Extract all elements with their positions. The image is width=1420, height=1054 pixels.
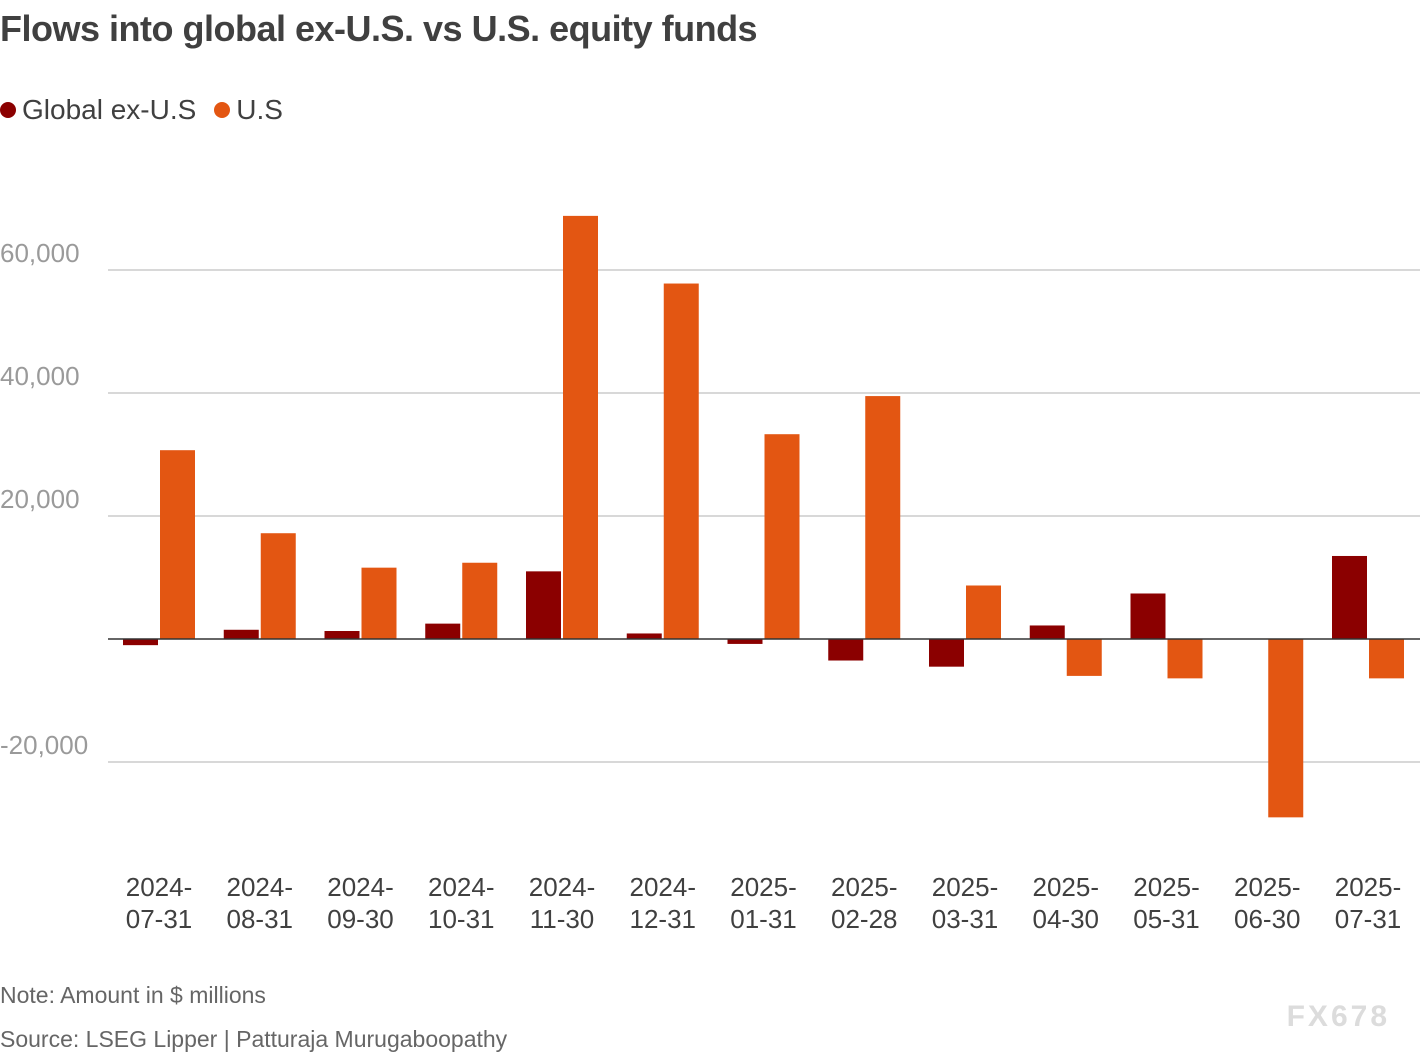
bar-chart: -20,00020,00040,00060,0002024-07-312024-… <box>0 215 1420 934</box>
bar-us <box>260 533 296 639</box>
bar-us <box>160 450 195 639</box>
x-tick-label: 12-31 <box>630 904 697 934</box>
x-tick-label: 2024- <box>428 872 495 902</box>
x-tick-label: 07-31 <box>1335 904 1402 934</box>
x-tick-label: 2025- <box>831 872 898 902</box>
bar-us <box>1066 639 1102 676</box>
x-tick-label: 02-28 <box>831 904 898 934</box>
x-tick-label: 2025- <box>730 872 797 902</box>
bar-global-ex-us <box>223 629 259 639</box>
bar-global-ex-us <box>828 639 864 661</box>
bar-us <box>663 283 699 639</box>
bar-us <box>764 434 800 639</box>
bar-us <box>1167 639 1203 679</box>
bar-global-ex-us <box>324 631 360 639</box>
x-tick-label: 2025- <box>1133 872 1200 902</box>
x-tick-label: 10-31 <box>428 904 495 934</box>
chart-title: Flows into global ex-U.S. vs U.S. equity… <box>0 8 758 49</box>
bar-us <box>563 215 598 639</box>
bar-global-ex-us <box>1332 555 1367 639</box>
y-tick-label: 20,000 <box>0 484 80 514</box>
legend: Global ex-U.S U.S <box>0 94 301 126</box>
x-tick-label: 2024- <box>327 872 394 902</box>
bar-global-ex-us <box>929 639 964 667</box>
x-tick-label: 11-30 <box>530 904 595 934</box>
x-tick-label: 03-31 <box>932 904 999 934</box>
x-tick-label: 05-31 <box>1133 904 1200 934</box>
y-tick-label: -20,000 <box>0 730 88 760</box>
x-tick-label: 07-31 <box>126 904 193 934</box>
x-tick-label: 2025- <box>932 872 999 902</box>
x-tick-label: 09-30 <box>327 904 394 934</box>
y-tick-label: 40,000 <box>0 361 80 391</box>
watermark: FX678 <box>1286 1000 1390 1033</box>
x-tick-label: 2024- <box>630 872 697 902</box>
bar-global-ex-us <box>425 623 461 639</box>
x-tick-label: 2025- <box>1033 872 1100 902</box>
bar-global-ex-us <box>1029 625 1065 639</box>
legend-swatch-us <box>214 102 231 118</box>
bar-us <box>1268 639 1304 818</box>
bar-us <box>865 396 901 639</box>
x-tick-label: 01-31 <box>730 904 797 934</box>
legend-item-us: U.S <box>214 94 283 126</box>
bar-us <box>1369 639 1404 679</box>
legend-label-global-ex-us: Global ex-U.S <box>22 94 197 125</box>
x-tick-label: 2025- <box>1335 872 1402 902</box>
bar-us <box>462 562 498 639</box>
bar-global-ex-us <box>1130 593 1166 639</box>
bar-global-ex-us <box>626 633 662 639</box>
x-tick-label: 2024- <box>126 872 193 902</box>
x-tick-label: 06-30 <box>1234 904 1301 934</box>
bar-global-ex-us <box>526 571 561 639</box>
x-tick-label: 2024- <box>529 872 596 902</box>
chart-note: Note: Amount in $ millions <box>0 982 266 1008</box>
x-tick-label: 04-30 <box>1033 904 1100 934</box>
bar-global-ex-us <box>727 639 763 644</box>
bar-us <box>361 567 397 639</box>
legend-label-us: U.S <box>236 94 283 125</box>
bar-global-ex-us <box>123 639 158 646</box>
x-tick-label: 2025- <box>1234 872 1301 902</box>
legend-item-global-ex-us: Global ex-U.S <box>0 94 196 126</box>
x-tick-label: 08-31 <box>227 904 294 934</box>
legend-swatch-global-ex-us <box>0 102 16 118</box>
bar-us <box>966 585 1001 639</box>
chart-source: Source: LSEG Lipper | Patturaja Murugabo… <box>0 1026 508 1052</box>
y-tick-label: 60,000 <box>0 238 80 268</box>
x-tick-label: 2024- <box>227 872 294 902</box>
